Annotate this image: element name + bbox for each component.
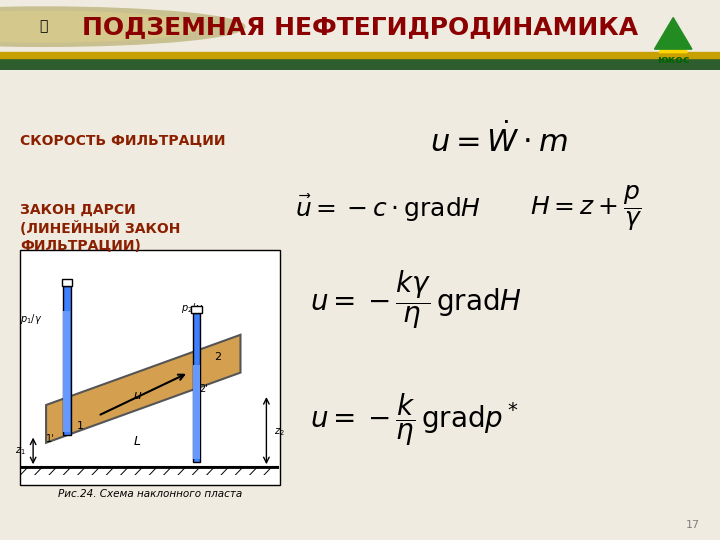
Polygon shape <box>46 335 240 443</box>
Text: $p_1/\gamma$: $p_1/\gamma$ <box>20 312 42 326</box>
Text: 2': 2' <box>199 384 208 394</box>
Bar <box>0 52 720 58</box>
Bar <box>192 313 200 462</box>
Bar <box>63 310 70 432</box>
Text: (ЛИНЕЙНЫЙ ЗАКОН: (ЛИНЕЙНЫЙ ЗАКОН <box>20 221 181 235</box>
Text: ЗАКОН ДАРСИ: ЗАКОН ДАРСИ <box>20 203 136 217</box>
Text: $u = -\dfrac{k\gamma}{\eta}\,\mathrm{grad}H$: $u = -\dfrac{k\gamma}{\eta}\,\mathrm{gra… <box>310 269 522 332</box>
Text: 🏛: 🏛 <box>39 19 48 33</box>
Circle shape <box>0 11 202 42</box>
Text: 1: 1 <box>77 421 84 431</box>
Text: $z_2$: $z_2$ <box>274 426 285 438</box>
Text: Рис.24. Схема наклонного пласта: Рис.24. Схема наклонного пласта <box>58 489 242 499</box>
Text: $z_1$: $z_1$ <box>14 445 25 457</box>
Text: $\vec{u} = -c \cdot \mathrm{grad}H$: $\vec{u} = -c \cdot \mathrm{grad}H$ <box>295 193 481 224</box>
Text: 2: 2 <box>215 352 222 362</box>
Polygon shape <box>660 24 687 52</box>
Bar <box>62 280 72 286</box>
Bar <box>63 286 71 435</box>
Bar <box>20 250 280 485</box>
Text: юкос: юкос <box>657 55 690 65</box>
Text: СКОРОСТЬ ФИЛЬТРАЦИИ: СКОРОСТЬ ФИЛЬТРАЦИИ <box>20 133 225 147</box>
Text: 1': 1' <box>46 434 55 444</box>
Text: $H = z + \dfrac{p}{\gamma}$: $H = z + \dfrac{p}{\gamma}$ <box>530 183 642 233</box>
Polygon shape <box>654 17 692 49</box>
Circle shape <box>0 7 245 46</box>
Bar <box>193 364 199 459</box>
Text: $p_2/\gamma$: $p_2/\gamma$ <box>181 301 203 315</box>
Text: u: u <box>133 389 140 402</box>
Bar <box>192 306 202 313</box>
Text: ФИЛЬТРАЦИИ): ФИЛЬТРАЦИИ) <box>20 239 141 253</box>
Text: $u = -\dfrac{k}{\eta}\,\mathrm{grad}p^*$: $u = -\dfrac{k}{\eta}\,\mathrm{grad}p^*$ <box>310 392 519 448</box>
Text: ПОДЗЕМНАЯ НЕФТЕГИДРОДИНАМИКА: ПОДЗЕМНАЯ НЕФТЕГИДРОДИНАМИКА <box>82 15 638 39</box>
Text: $u = \dot{W} \cdot m$: $u = \dot{W} \cdot m$ <box>430 122 568 158</box>
Text: 17: 17 <box>686 520 700 530</box>
Text: L: L <box>133 435 140 448</box>
Bar <box>0 58 720 70</box>
